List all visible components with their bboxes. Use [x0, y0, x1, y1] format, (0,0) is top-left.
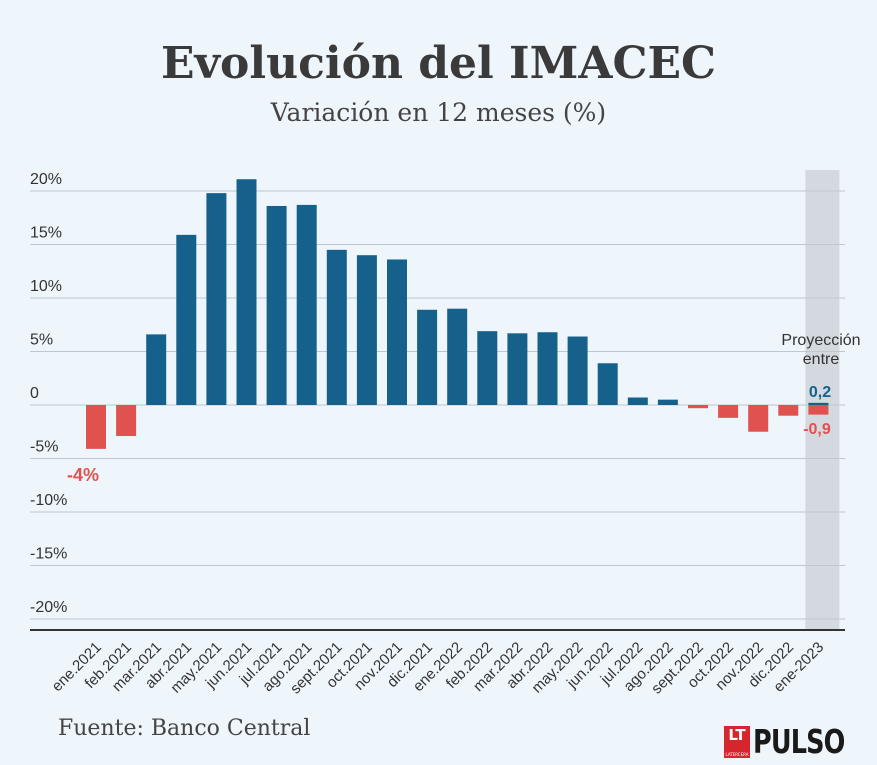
imacec-bar-chart: 20%15%10%5%0-5%-10%-15%-20%ene.2021feb.2… [30, 170, 861, 697]
y-tick-label: -10% [30, 492, 67, 509]
bar-sept.2022 [688, 405, 708, 409]
bar-oct.2022 [718, 405, 739, 418]
y-tick-label: 10% [30, 278, 62, 295]
source-note: Fuente: Banco Central [58, 716, 311, 741]
bar-abr.2022 [537, 332, 558, 405]
data-label-min: -4% [67, 465, 99, 485]
bar-sept.2021 [326, 249, 347, 405]
bar-abr.2021 [176, 234, 197, 405]
bar-ago.2021 [296, 204, 317, 405]
pulso-logo: LT LATERCERA PULSO [724, 722, 859, 761]
bar-jun.2022 [597, 363, 618, 405]
projection-low-label: -0,9 [803, 421, 831, 438]
projection-band [805, 170, 840, 630]
la-tercera-logo-mark: LT LATERCERA [724, 725, 750, 758]
bar-jul.2022 [627, 397, 648, 405]
y-tick-label: 5% [30, 332, 53, 349]
bar-ene.2022 [447, 308, 468, 405]
projection-bar-low [808, 405, 829, 415]
y-tick-label: -20% [30, 599, 67, 616]
bar-may.2022 [567, 336, 588, 405]
bar-dic.2022 [778, 405, 799, 416]
y-tick-label: -15% [30, 546, 67, 563]
bar-nov.2021 [387, 259, 407, 405]
pulso-logo-text: PULSO [753, 722, 845, 761]
bar-feb.2021 [116, 405, 137, 437]
y-tick-label: 0 [30, 385, 39, 402]
bar-feb.2022 [477, 331, 498, 405]
y-tick-label: 15% [30, 225, 62, 242]
bar-jun.2021 [236, 179, 257, 405]
bar-mar.2022 [507, 333, 528, 405]
bar-ene.2021 [86, 405, 106, 449]
y-tick-label: -5% [30, 439, 58, 456]
y-tick-label: 20% [30, 171, 62, 188]
projection-bar-high [808, 402, 829, 405]
chart-title: Evolución del IMACEC [160, 38, 717, 89]
bar-ago.2022 [657, 399, 678, 405]
projection-label-line2: entre [803, 351, 840, 368]
bar-oct.2021 [356, 255, 377, 405]
bar-nov.2022 [748, 405, 769, 432]
bar-may.2021 [206, 193, 227, 405]
projection-label-line1: Proyección [781, 332, 860, 349]
bar-dic.2021 [417, 309, 438, 405]
projection-high-label: 0,2 [809, 384, 831, 401]
bar-mar.2021 [146, 334, 167, 405]
bar-jul.2021 [266, 205, 287, 405]
chart-subtitle: Variación en 12 meses (%) [270, 98, 607, 127]
